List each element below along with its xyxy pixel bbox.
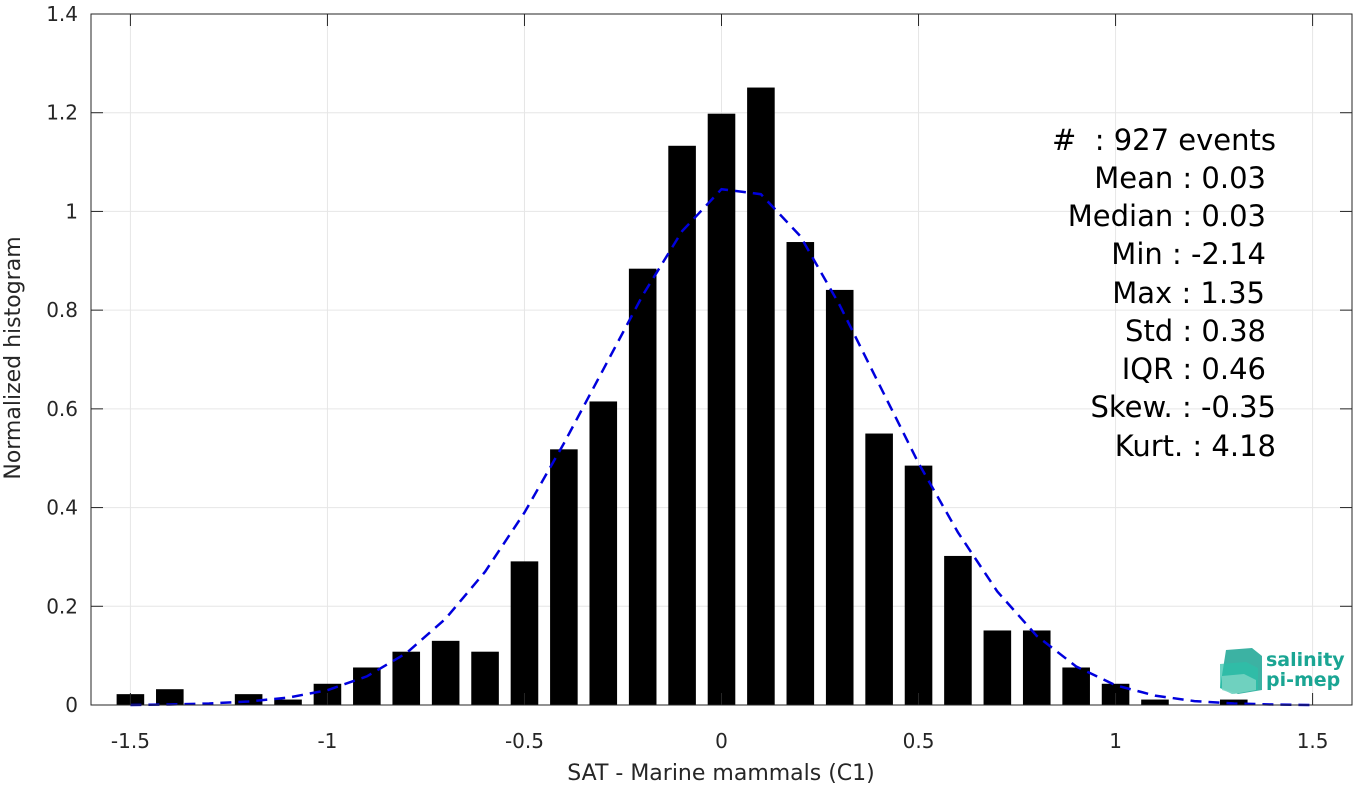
logo-line2: pi-mep [1266, 669, 1340, 691]
x-tick-label: -1.5 [111, 729, 150, 753]
x-tick-label: 1.5 [1297, 729, 1329, 753]
y-tick-label: 0.6 [46, 397, 78, 421]
histogram-bar [589, 401, 618, 705]
histogram-bar [1141, 699, 1169, 705]
histogram-bar [944, 555, 972, 705]
histogram-bar [983, 630, 1012, 705]
histogram-bar [392, 651, 421, 705]
axis-ticks [91, 13, 1352, 706]
x-tick-label: 1 [1109, 729, 1122, 753]
stat-median: Median : 0.03 [1068, 199, 1266, 233]
x-tick-labels: -1.5 -1 -0.5 0 0.5 1 1.5 [111, 729, 1329, 753]
y-tick-label: 1.4 [46, 2, 78, 26]
stat-std: Std : 0.38 [1125, 314, 1266, 348]
y-tick-label: 0.2 [46, 594, 78, 618]
stat-iqr: IQR : 0.46 [1122, 352, 1266, 386]
salinity-pi-mep-logo: salinity pi-mep [1220, 648, 1345, 694]
stat-min: Min : -2.14 [1111, 237, 1266, 271]
y-tick-labels: 0 0.2 0.4 0.6 0.8 1 1.2 1.4 [46, 2, 78, 717]
histogram-bar [747, 87, 775, 706]
x-tick-label: 0.5 [903, 729, 935, 753]
x-tick-label: -0.5 [505, 729, 544, 753]
histogram-bar [865, 433, 893, 705]
x-tick-label: -1 [317, 729, 337, 753]
stat-mean: Mean : 0.03 [1094, 161, 1266, 195]
histogram-bar [156, 689, 184, 705]
histogram-bar [904, 465, 933, 705]
histogram-bar [471, 651, 499, 705]
histogram-bar [510, 561, 539, 705]
x-tick-label: 0 [715, 729, 728, 753]
stats-box: # : 927 events Mean : 0.03 Median : 0.03… [1052, 123, 1276, 463]
histogram-bar [628, 268, 657, 705]
y-tick-label: 0.4 [46, 496, 78, 520]
histogram-bar [274, 699, 302, 705]
histogram-bar [786, 242, 815, 705]
histogram-bar [431, 640, 460, 705]
histogram-bar [825, 289, 854, 705]
stat-events: # : 927 events [1052, 123, 1276, 157]
histogram-bars [116, 87, 1248, 706]
y-tick-label: 0 [65, 693, 78, 717]
x-axis-label: SAT - Marine mammals (C1) [567, 761, 875, 785]
wave-logo-icon [1220, 648, 1262, 694]
stat-skew: Skew. : -0.35 [1090, 390, 1276, 424]
y-tick-label: 1.2 [46, 101, 78, 125]
y-tick-label: 1 [65, 199, 78, 223]
histogram-bar [550, 449, 578, 705]
histogram-bar [353, 667, 381, 705]
y-axis-label: Normalized histogram [1, 236, 26, 479]
stat-kurt: Kurt. : 4.18 [1115, 429, 1276, 463]
fit-curve [130, 187, 1313, 707]
logo-line1: salinity [1266, 649, 1345, 671]
histogram-bar [707, 113, 736, 706]
histogram-bar [1062, 667, 1090, 705]
histogram-bar [668, 145, 696, 705]
y-tick-label: 0.8 [46, 298, 78, 322]
fit-curve-layer [130, 187, 1313, 707]
stat-max: Max : 1.35 [1112, 276, 1265, 310]
histogram-bar [234, 694, 263, 705]
histogram-bar [1022, 630, 1051, 705]
